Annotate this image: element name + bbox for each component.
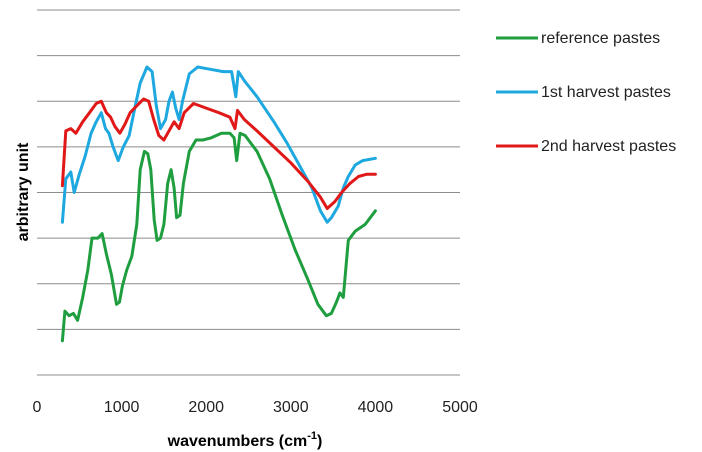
- horizontal-gridlines: [37, 9, 460, 376]
- x-axis-title-close: ): [317, 433, 322, 450]
- series-line: [60, 131, 377, 343]
- x-axis-title: wavenumbers (cm-1): [167, 430, 323, 450]
- series-line: [60, 65, 377, 224]
- x-tick-label: 2000: [188, 399, 224, 416]
- series-line: [60, 97, 377, 210]
- x-tick-label: 3000: [273, 399, 309, 416]
- x-tick-labels: 0 1000 2000 3000 4000 5000: [33, 399, 478, 416]
- x-tick-label: 4000: [358, 399, 394, 416]
- x-axis-title-superscript: -1: [307, 430, 317, 442]
- series-layer: [60, 65, 377, 343]
- legend: reference pastes 1st harvest pastes 2nd ha…: [496, 30, 676, 155]
- legend-label: 1st harvest pastes: [541, 84, 671, 101]
- x-tick-label: 5000: [442, 399, 478, 416]
- x-tick-label: 1000: [104, 399, 140, 416]
- legend-label: reference pastes: [541, 30, 660, 47]
- y-axis-title: arbitrary unit: [15, 142, 32, 241]
- legend-label: 2nd harvest pastes: [541, 138, 676, 155]
- x-tick-label: 0: [33, 399, 42, 416]
